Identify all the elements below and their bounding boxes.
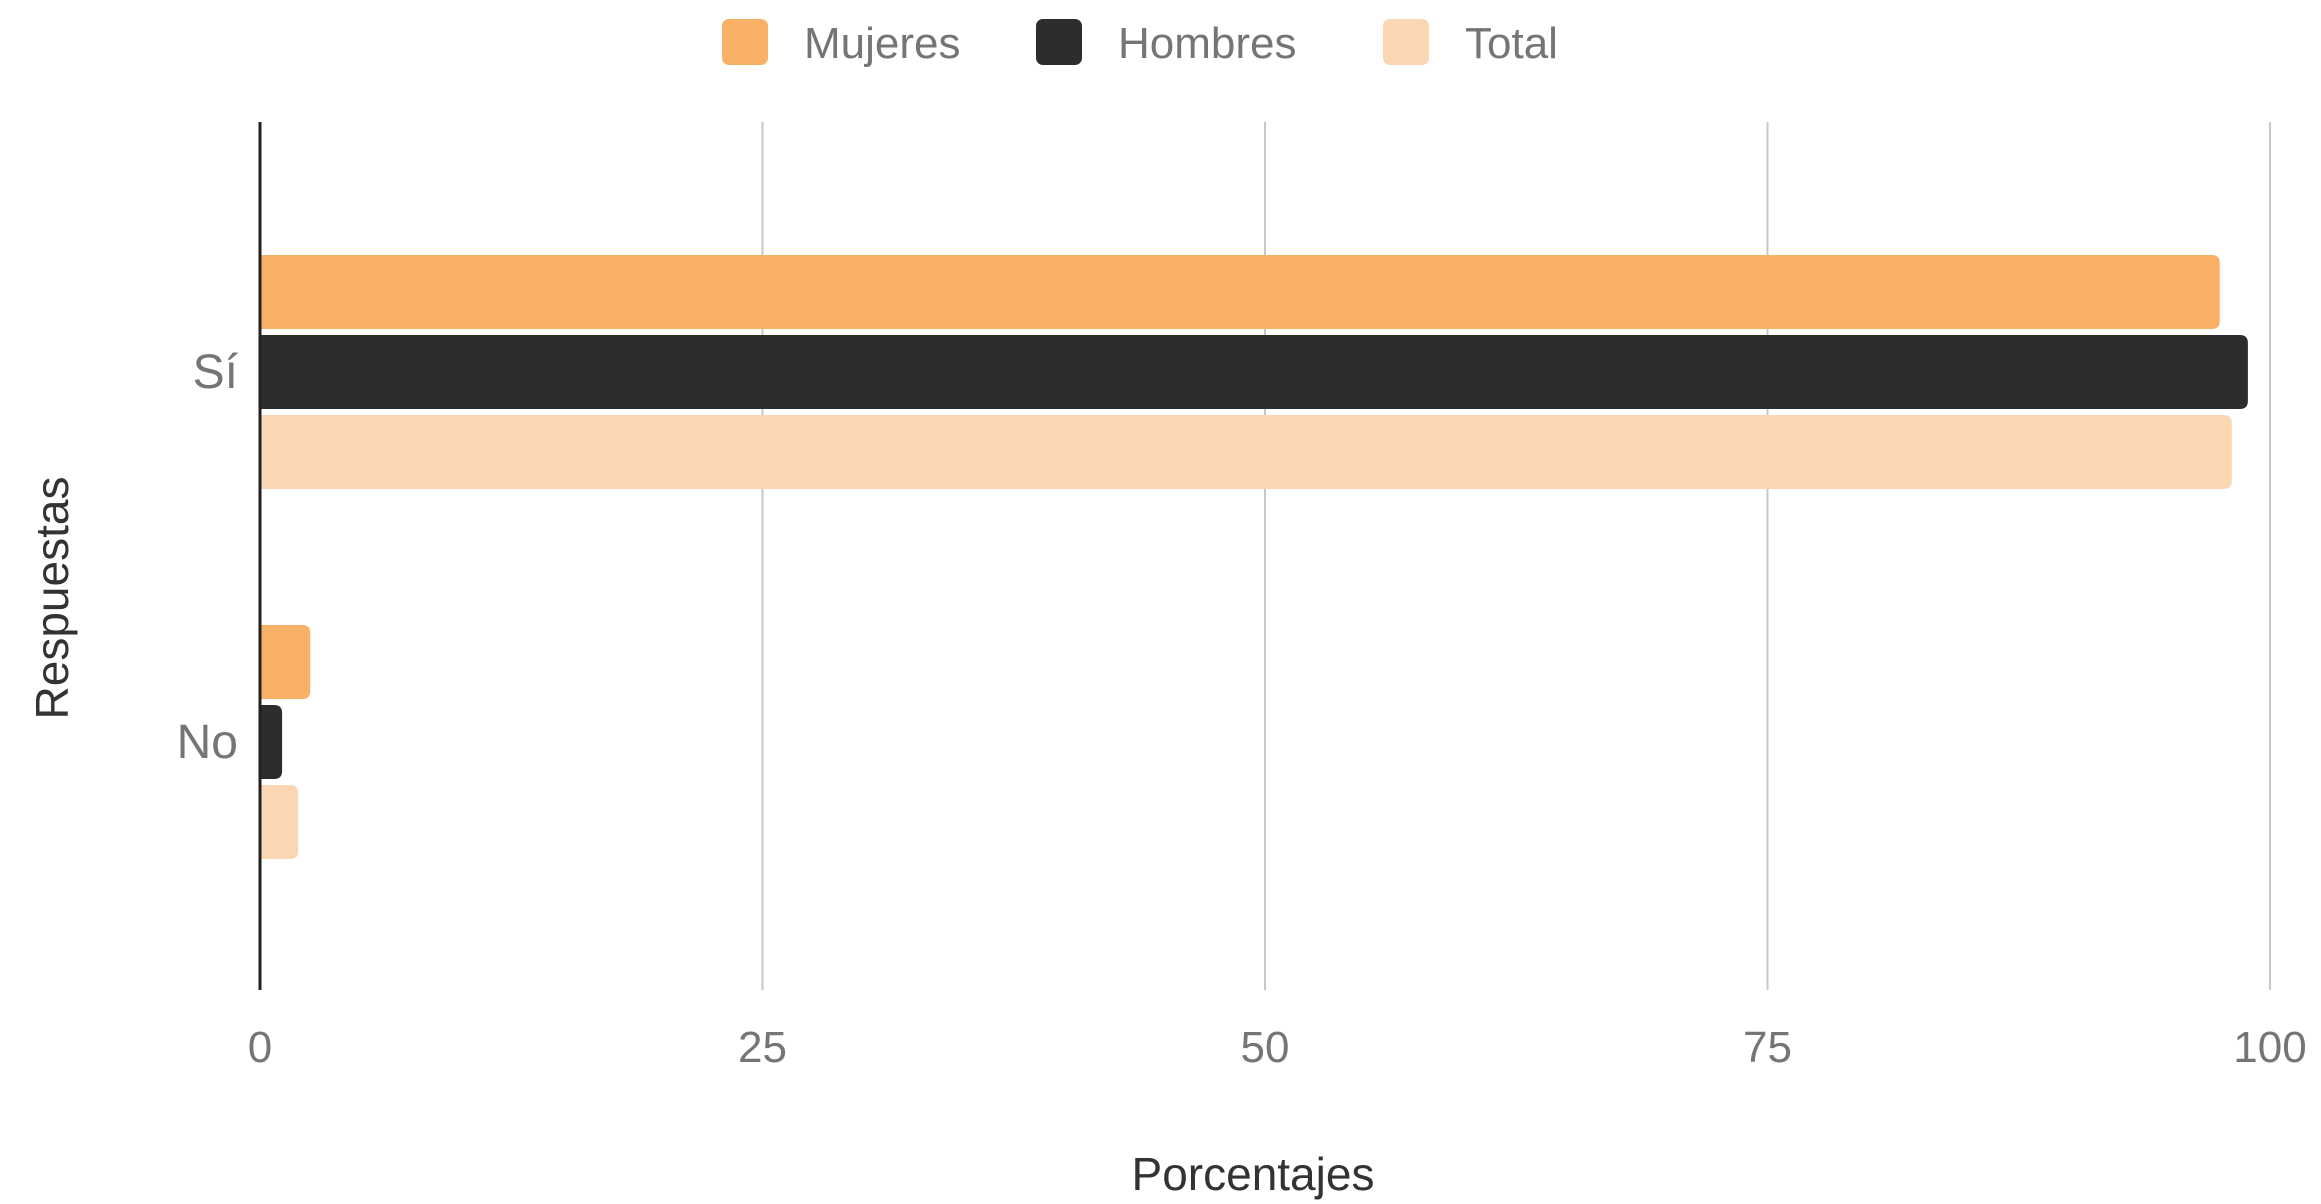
x-tick-label-25: 25 [738,1023,787,1072]
bar-si-total [260,415,2232,489]
bar-no-mujeres [260,625,311,699]
grid [761,122,2271,990]
legend-item-hombres: Hombres [1036,19,1297,68]
x-tick-label-50: 50 [1241,1023,1290,1072]
legend: Mujeres Hombres Total [722,19,1558,68]
legend-label-mujeres: Mujeres [804,19,961,68]
bar-no-hombres [260,705,283,779]
y-axis-title: Respuestas [26,477,78,720]
x-axis-title: Porcentajes [1132,1148,1375,1200]
legend-swatch-total [1383,19,1429,65]
x-tick-label-75: 75 [1743,1023,1792,1072]
x-tick-label-100: 100 [2233,1023,2306,1072]
legend-label-total: Total [1465,19,1558,68]
category-label-si: Sí [193,346,239,399]
x-tick-labels: 0 25 50 75 100 [248,1023,2307,1072]
bar-si-hombres [260,335,2248,409]
legend-item-mujeres: Mujeres [722,19,961,68]
category-label-no: No [177,716,238,769]
category-labels: Sí No [177,346,239,769]
x-tick-label-0: 0 [248,1023,272,1072]
bars [260,255,2248,859]
bar-si-mujeres [260,255,2220,329]
bar-no-total [260,785,299,859]
legend-swatch-mujeres [722,19,768,65]
legend-swatch-hombres [1036,19,1082,65]
legend-item-total: Total [1383,19,1558,68]
legend-label-hombres: Hombres [1118,19,1297,68]
